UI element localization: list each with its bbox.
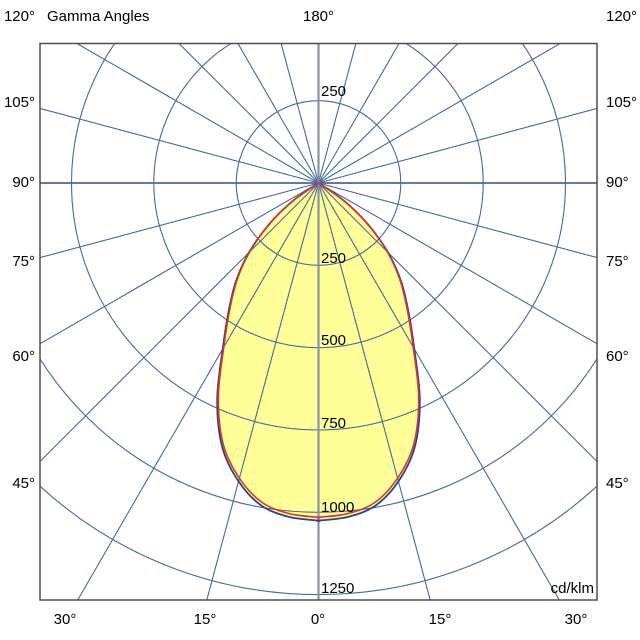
radial-line-345	[206, 182, 320, 600]
gamma-label-left-105: 105°	[3, 94, 35, 111]
ring-label-500: 500	[321, 332, 347, 349]
ring-label-1250: 1250	[321, 580, 355, 597]
ring-label-750: 750	[321, 415, 347, 432]
gamma-label-right-75: 75°	[606, 253, 629, 270]
radial-line-330	[77, 182, 319, 600]
gamma-label-right-45: 45°	[606, 475, 629, 492]
gamma-label-right-105: 105°	[606, 94, 638, 111]
radial-line-105	[318, 107, 597, 184]
radial-line-15	[317, 182, 431, 600]
radial-line-75	[318, 182, 597, 259]
gamma-label-right-90: 90°	[606, 174, 629, 191]
gamma-label-top-180: 180°	[302, 8, 335, 25]
gamma-label-left-120: 120°	[3, 8, 35, 25]
gamma-label-bottom-30L: 30°	[53, 611, 77, 628]
radial-line-30	[318, 182, 560, 600]
radial-line-240	[75, 43, 319, 184]
radial-line-135	[318, 43, 459, 184]
radial-line-165	[317, 43, 357, 184]
radial-line-45	[318, 182, 597, 463]
radial-line-315	[40, 182, 319, 463]
gamma-label-bottom-15R: 15°	[428, 611, 452, 628]
radial-line-150	[318, 43, 400, 184]
gamma-label-left-45: 45°	[12, 475, 35, 492]
ring-label-250: 250	[321, 250, 347, 267]
chart-title: Gamma Angles	[47, 8, 150, 25]
photometric-curve-c0-c180	[217, 182, 420, 519]
plot-border	[39, 42, 598, 601]
gamma-label-right-120: 120°	[606, 8, 638, 25]
radial-line-225	[178, 43, 319, 184]
radial-line-255	[40, 107, 319, 184]
radial-line-60	[318, 182, 597, 345]
ring-label-250-top: 250	[321, 83, 347, 100]
radial-line-300	[40, 182, 319, 345]
radial-line-120	[318, 43, 562, 184]
radial-line-285	[40, 182, 319, 259]
gamma-label-left-60: 60°	[12, 348, 35, 365]
gamma-label-left-75: 75°	[12, 253, 35, 270]
gamma-label-left-90: 90°	[12, 174, 35, 191]
radial-line-210	[237, 43, 319, 184]
gamma-label-bottom-15L: 15°	[193, 611, 217, 628]
ring-label-1000: 1000	[321, 499, 355, 516]
gamma-label-bottom-0: 0°	[310, 611, 326, 628]
units-label: cd/klm	[550, 580, 594, 597]
gamma-label-right-60: 60°	[606, 348, 629, 365]
gamma-label-bottom-30R: 30°	[564, 611, 588, 628]
radial-line-195	[280, 43, 320, 184]
